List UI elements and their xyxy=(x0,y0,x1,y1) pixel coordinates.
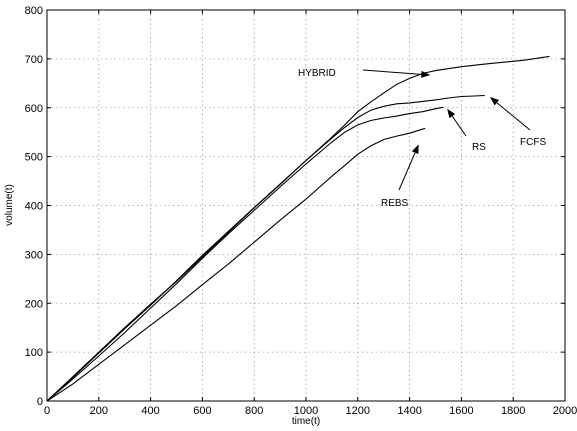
series-line-fcfs xyxy=(47,94,485,401)
y-axis-label: volume(t) xyxy=(4,184,15,226)
y-tick-label: 400 xyxy=(25,201,43,213)
x-tick-label: 800 xyxy=(245,405,263,417)
x-tick-label: 400 xyxy=(141,405,159,417)
annotation-hybrid-label: HYBRID xyxy=(298,68,336,79)
annotation-rs-arrow xyxy=(451,115,467,137)
series-line-rs xyxy=(47,106,444,401)
x-tick-label: 1800 xyxy=(501,405,525,417)
x-tick-label: 1400 xyxy=(397,405,421,417)
x-tick-label: 2000 xyxy=(553,405,577,417)
annotation-rebs-arrow xyxy=(398,152,416,191)
x-tick-label: 1600 xyxy=(449,405,473,417)
x-axis-label: time(t) xyxy=(292,416,320,427)
x-tick-label: 600 xyxy=(193,405,211,417)
series-lines xyxy=(47,55,550,401)
axis-ticks: 0 200 400 600 800 1000 1200 1400 1600 1800 2000 0 10… xyxy=(25,5,577,417)
annotations: HYBRID FCFS RS REBS xyxy=(298,68,546,209)
y-tick-label: 600 xyxy=(25,103,43,115)
annotation-rebs-label: REBS xyxy=(381,198,409,209)
x-tick-label: 1200 xyxy=(346,405,370,417)
y-tick-label: 0 xyxy=(37,396,43,408)
y-tick-label: 500 xyxy=(25,152,43,164)
annotation-hybrid-arrow xyxy=(362,69,422,75)
grid xyxy=(47,10,565,401)
annotation-rs-label: RS xyxy=(472,142,486,153)
y-tick-label: 100 xyxy=(25,347,43,359)
annotation-rs-arrowhead xyxy=(447,108,456,119)
annotation-fcfs-arrow xyxy=(496,102,531,131)
annotation-fcfs-label: FCFS xyxy=(520,137,546,148)
x-tick-label: 0 xyxy=(44,405,50,417)
annotation-hybrid-arrowhead xyxy=(421,70,431,78)
y-tick-label: 700 xyxy=(25,54,43,66)
x-tick-label: 200 xyxy=(90,405,108,417)
y-tick-label: 200 xyxy=(25,298,43,310)
series-line-rebs xyxy=(47,127,426,401)
annotation-rebs-arrowhead xyxy=(411,144,419,155)
annotation-fcfs-arrowhead xyxy=(489,96,500,106)
y-tick-label: 300 xyxy=(25,249,43,261)
series-line-hybrid xyxy=(47,55,550,401)
y-tick-label: 800 xyxy=(25,5,43,17)
x-tick-label: 1000 xyxy=(294,405,318,417)
